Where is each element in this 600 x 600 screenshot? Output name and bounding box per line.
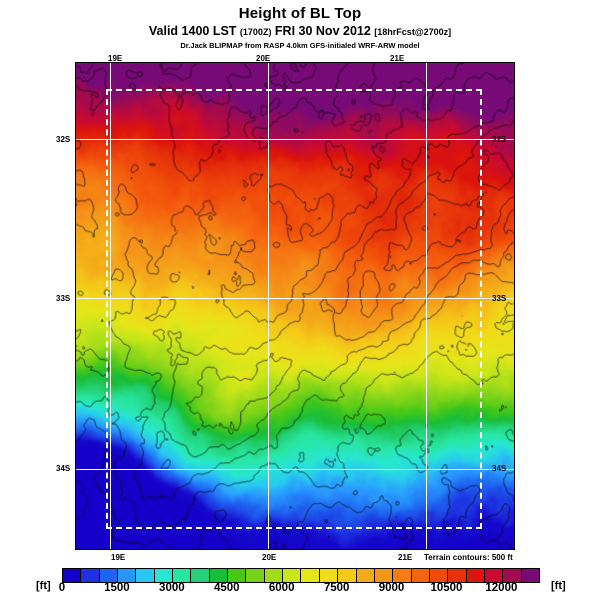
lon-label-top-19e: 19E	[108, 54, 123, 63]
valid-time-line: Valid 1400 LST (1700Z) FRI 30 Nov 2012 […	[0, 24, 600, 40]
colorbar-swatch-12	[283, 569, 302, 582]
colorbar-swatch-6	[173, 569, 192, 582]
colorbar-swatch-1	[81, 569, 100, 582]
colorbar-panel: [ft] [ft] 0 1500 3000 4500 6000 7500 9000 10500…	[0, 566, 600, 600]
lat-label-right-34s: 34S	[492, 464, 507, 473]
colorbar-swatch-21	[448, 569, 467, 582]
lat-label-left-32s: 32S	[56, 135, 71, 144]
colorbar-tick-0: 0	[58, 582, 66, 594]
lat-label-right-33s: 33S	[492, 294, 507, 303]
lon-label-bottom-20e: 20E	[262, 553, 277, 562]
colorbar-scale	[62, 568, 540, 583]
lat-label-right-32s: 32S	[492, 135, 507, 144]
colorbar-swatch-10	[246, 569, 265, 582]
lon-label-top-21e: 21E	[390, 54, 405, 63]
forecast-hour: [18hrFcst@2700z]	[374, 27, 452, 37]
colorbar-swatch-14	[319, 569, 339, 582]
colorbar-swatch-2	[99, 569, 119, 582]
colorbar-tick-4500: 4500	[213, 582, 240, 594]
lon-label-bottom-21e: 21E	[398, 553, 413, 562]
title-block: Height of BL Top Valid 1400 LST (1700Z) …	[0, 6, 600, 51]
valid-time-local: Valid 1400 LST	[148, 24, 237, 38]
colorbar-unit-right: [ft]	[551, 580, 566, 592]
colorbar-swatch-17	[374, 569, 394, 582]
bl-top-height-heatmap	[76, 63, 514, 549]
colorbar-tick-12000: 12000	[485, 582, 518, 594]
colorbar-swatch-22	[466, 569, 485, 582]
colorbar-swatch-0	[63, 569, 82, 582]
colorbar-swatch-18	[393, 569, 412, 582]
lon-label-top-20e: 20E	[256, 54, 271, 63]
colorbar-tick-1500: 1500	[104, 582, 130, 594]
terrain-contour-note: Terrain contours: 500 ft	[424, 553, 513, 562]
colorbar-swatch-11	[264, 569, 284, 582]
colorbar-swatch-8	[209, 569, 229, 582]
colorbar-swatch-4	[136, 569, 155, 582]
colorbar-tick-9000: 9000	[378, 582, 405, 594]
lon-label-bottom-19e: 19E	[111, 553, 126, 562]
colorbar-tick-10500: 10500	[430, 582, 463, 594]
valid-time-date: FRI 30 Nov 2012	[274, 24, 371, 38]
colorbar-swatch-19	[411, 569, 430, 582]
lat-label-left-34s: 34S	[56, 464, 71, 473]
lat-label-left-33s: 33S	[56, 294, 71, 303]
colorbar-swatch-7	[191, 569, 210, 582]
colorbar-swatch-25	[521, 569, 539, 582]
page-title: Height of BL Top	[238, 5, 362, 22]
colorbar-swatch-15	[338, 569, 357, 582]
colorbar-tick-3000: 3000	[159, 582, 185, 594]
colorbar-swatch-24	[503, 569, 522, 582]
model-credit: Dr.Jack BLIPMAP from RASP 4.0km GFS-init…	[180, 41, 420, 50]
colorbar-swatch-9	[228, 569, 247, 582]
colorbar-swatch-23	[484, 569, 504, 582]
colorbar-unit-left: [ft]	[36, 580, 51, 592]
colorbar-swatch-3	[118, 569, 137, 582]
valid-time-utc: (1700Z)	[239, 27, 272, 37]
colorbar-tick-7500: 7500	[323, 582, 350, 594]
colorbar-swatch-16	[356, 569, 375, 582]
colorbar-tick-6000: 6000	[268, 582, 295, 594]
colorbar-swatch-13	[301, 569, 320, 582]
colorbar-swatch-20	[429, 569, 449, 582]
map-panel[interactable]	[75, 62, 515, 550]
colorbar-swatch-5	[154, 569, 174, 582]
